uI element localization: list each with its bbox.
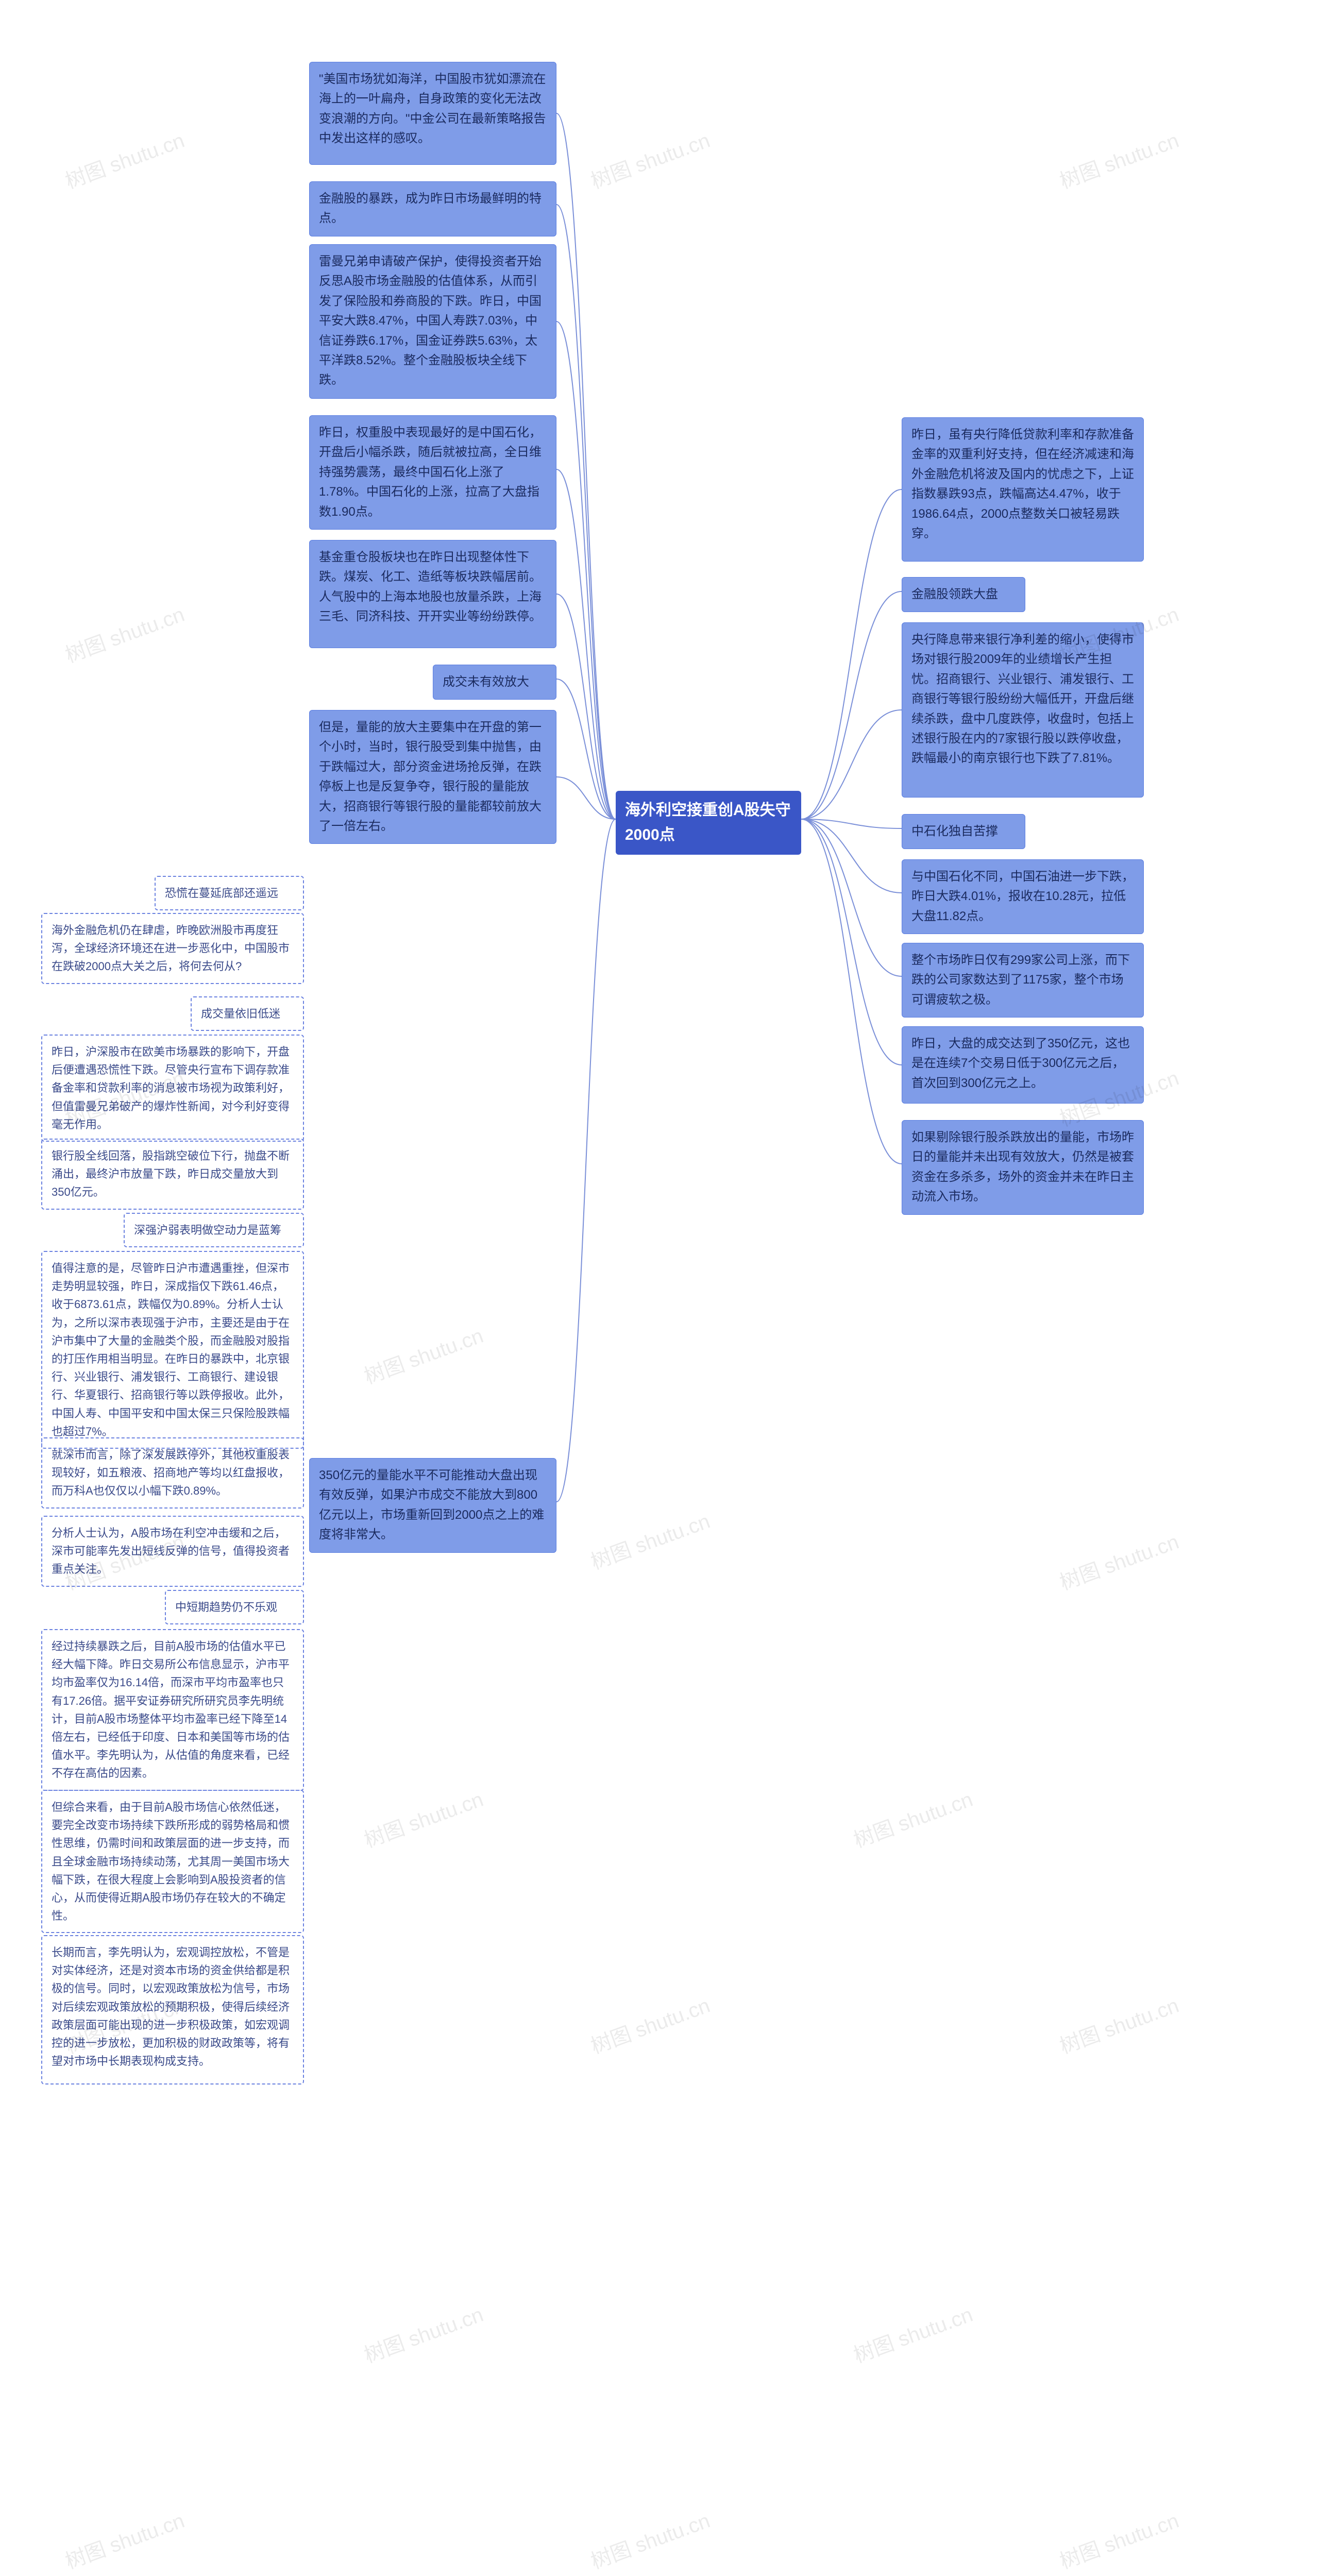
mindmap-node: 基金重仓股板块也在昨日出现整体性下跌。煤炭、化工、造纸等板块跌幅居前。人气股中的…	[309, 540, 556, 648]
mindmap-node: 金融股的暴跌，成为昨日市场最鲜明的特点。	[309, 181, 556, 236]
mindmap-node: 恐慌在蔓延底部还遥远	[155, 876, 304, 910]
watermark: 树图 shutu.cn	[359, 2298, 487, 2368]
mindmap-node: 中石化独自苦撑	[902, 814, 1025, 849]
watermark: 树图 shutu.cn	[1055, 124, 1182, 194]
watermark: 树图 shutu.cn	[586, 1989, 714, 2059]
mindmap-node: 就深市而言，除了深发展跌停外，其他权重股表现较好，如五粮液、招商地产等均以红盘报…	[41, 1437, 304, 1509]
mindmap-node: 海外金融危机仍在肆虐，昨晚欧洲股市再度狂泻，全球经济环境还在进一步恶化中，中国股…	[41, 913, 304, 984]
mindmap-node: 昨日，大盘的成交达到了350亿元，这也是在连续7个交易日低于300亿元之后，首次…	[902, 1026, 1144, 1104]
center-node: 海外利空接重创A股失守2000点	[616, 791, 801, 855]
mindmap-node: 央行降息带来银行净利差的缩小，使得市场对银行股2009年的业绩增长产生担忧。招商…	[902, 622, 1144, 798]
watermark: 树图 shutu.cn	[60, 598, 188, 668]
mindmap-node: 整个市场昨日仅有299家公司上涨，而下跌的公司家数达到了1175家，整个市场可谓…	[902, 943, 1144, 1018]
mindmap-node: 350亿元的量能水平不可能推动大盘出现有效反弹，如果沪市成交不能放大到800亿元…	[309, 1458, 556, 1553]
connector-line	[556, 113, 616, 819]
mindmap-node: 长期而言，李先明认为，宏观调控放松，不管是对实体经济，还是对资本市场的资金供给都…	[41, 1935, 304, 2084]
connector-line	[801, 819, 902, 1065]
watermark: 树图 shutu.cn	[586, 124, 714, 194]
watermark: 树图 shutu.cn	[1055, 2504, 1182, 2574]
watermark: 树图 shutu.cn	[1055, 1525, 1182, 1596]
mindmap-node: 值得注意的是，尽管昨日沪市遭遇重挫，但深市走势明显较强，昨日，深成指仅下跌61.…	[41, 1251, 304, 1449]
connector-line	[801, 489, 902, 819]
watermark: 树图 shutu.cn	[60, 124, 188, 194]
mindmap-node: 如果剔除银行股杀跌放出的量能，市场昨日的量能并未出现有效放大，仍然是被套资金在多…	[902, 1120, 1144, 1215]
watermark: 树图 shutu.cn	[359, 1783, 487, 1853]
connector-line	[556, 594, 616, 819]
connector-line	[556, 777, 616, 819]
mindmap-node: 经过持续暴跌之后，目前A股市场的估值水平已经大幅下降。昨日交易所公布信息显示，沪…	[41, 1629, 304, 1791]
connector-line	[556, 321, 616, 819]
mindmap-canvas: 海外利空接重创A股失守2000点 昨日，虽有央行降低贷款利率和存款准备金率的双重利…	[0, 0, 1319, 2576]
connector-line	[556, 469, 616, 819]
mindmap-node: 但是，量能的放大主要集中在开盘的第一个小时，当时，银行股受到集中抛售，由于跌幅过…	[309, 710, 556, 844]
connector-line	[556, 819, 616, 1502]
watermark: 树图 shutu.cn	[1055, 1989, 1182, 2059]
watermark: 树图 shutu.cn	[849, 1783, 976, 1853]
mindmap-node: 成交量依旧低迷	[191, 996, 304, 1031]
connector-line	[801, 591, 902, 819]
mindmap-node: 与中国石化不同，中国石油进一步下跌，昨日大跌4.01%，报收在10.28元，拉低…	[902, 859, 1144, 934]
mindmap-node: 昨日，虽有央行降低贷款利率和存款准备金率的双重利好支持，但在经济减速和海外金融危…	[902, 417, 1144, 562]
mindmap-node: 成交未有效放大	[433, 665, 556, 700]
connector-line	[801, 819, 902, 828]
mindmap-node: 但综合来看，由于目前A股市场信心依然低迷，要完全改变市场持续下跌所形成的弱势格局…	[41, 1790, 304, 1933]
connector-line	[556, 205, 616, 819]
watermark: 树图 shutu.cn	[586, 2504, 714, 2574]
connector-line	[801, 819, 902, 976]
connector-line	[556, 679, 616, 819]
watermark: 树图 shutu.cn	[60, 2504, 188, 2574]
connector-line	[801, 819, 902, 1164]
mindmap-node: 昨日，权重股中表现最好的是中国石化，开盘后小幅杀跌，随后就被拉高，全日维持强势震…	[309, 415, 556, 530]
mindmap-node: 雷曼兄弟申请破产保护，使得投资者开始反思A股市场金融股的估值体系，从而引发了保险…	[309, 244, 556, 399]
connector-line	[801, 819, 902, 893]
mindmap-node: 中短期趋势仍不乐观	[165, 1590, 304, 1624]
mindmap-node: 昨日，沪深股市在欧美市场暴跌的影响下，开盘后便遭遇恐慌性下跌。尽管央行宣布下调存…	[41, 1035, 304, 1142]
mindmap-node: 金融股领跌大盘	[902, 577, 1025, 612]
watermark: 树图 shutu.cn	[586, 1504, 714, 1575]
mindmap-node: 银行股全线回落，股指跳空破位下行，抛盘不断涌出，最终沪市放量下跌，昨日成交量放大…	[41, 1139, 304, 1210]
mindmap-node: 分析人士认为，A股市场在利空冲击缓和之后，深市可能率先发出短线反弹的信号，值得投…	[41, 1516, 304, 1587]
mindmap-node: 深强沪弱表明做空动力是蓝筹	[124, 1213, 304, 1247]
watermark: 树图 shutu.cn	[359, 1319, 487, 1389]
watermark: 树图 shutu.cn	[849, 2298, 976, 2368]
mindmap-node: "美国市场犹如海洋，中国股市犹如漂流在海上的一叶扁舟，自身政策的变化无法改变浪潮…	[309, 62, 556, 165]
connector-line	[801, 710, 902, 819]
